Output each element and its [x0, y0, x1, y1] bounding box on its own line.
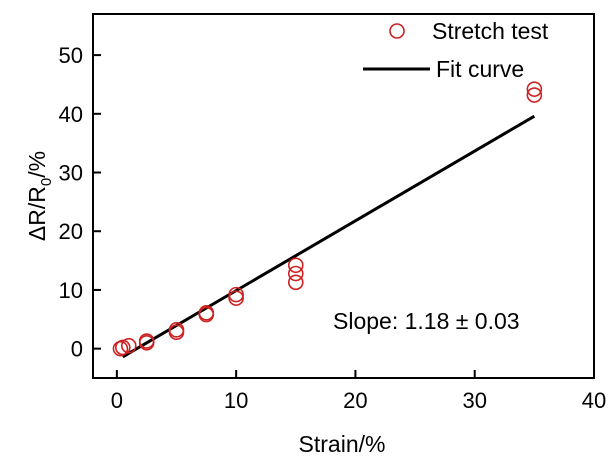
data-point	[120, 337, 137, 354]
y-axis-title: ΔR/R0/%	[24, 151, 55, 241]
y-axis-title-ratio: R/R	[24, 186, 50, 226]
x-tick-label: 20	[343, 388, 367, 413]
y-tick-label: 30	[59, 161, 83, 186]
data-point	[526, 87, 543, 103]
y-tick-label: 50	[59, 43, 83, 68]
plot-frame	[92, 13, 595, 379]
x-tick-label: 10	[224, 388, 248, 413]
x-tick-label: 40	[582, 388, 606, 413]
data-point	[228, 290, 244, 306]
x-axis-title: Strain/%	[299, 431, 386, 457]
x-axis-ticks: 0 10 20 30 40	[111, 370, 606, 413]
y-axis-title-unit: /%	[24, 151, 50, 178]
y-tick-label: 0	[71, 337, 83, 362]
legend: Stretch test Fit curve	[363, 18, 549, 82]
data-point	[287, 257, 304, 274]
fit-curve-layer	[122, 114, 536, 359]
data-point	[228, 286, 244, 303]
legend-label-fit-curve: Fit curve	[436, 56, 524, 82]
data-point	[168, 322, 185, 338]
data-point	[115, 339, 131, 356]
data-point	[198, 305, 215, 321]
y-axis-title-delta: Δ	[24, 226, 50, 241]
data-point	[287, 274, 304, 291]
y-axis-ticks: 0 10 20 30 40 50	[59, 43, 101, 362]
y-tick-label: 10	[59, 278, 83, 303]
slope-annotation: Slope: 1.18 ± 0.03	[333, 308, 520, 334]
x-tick-label: 0	[111, 388, 123, 413]
fit-curve-line	[122, 114, 536, 359]
data-point	[138, 333, 155, 349]
data-point	[526, 81, 543, 97]
y-axis-title-subscript: 0	[38, 178, 55, 186]
x-tick-label: 30	[462, 388, 486, 413]
legend-label-stretch-test: Stretch test	[432, 18, 549, 44]
stretch-test-markers	[112, 81, 543, 357]
data-point	[287, 265, 304, 282]
legend-marker-stretch-test	[389, 23, 405, 39]
y-tick-label: 40	[59, 102, 83, 127]
y-tick-label: 20	[59, 219, 83, 244]
